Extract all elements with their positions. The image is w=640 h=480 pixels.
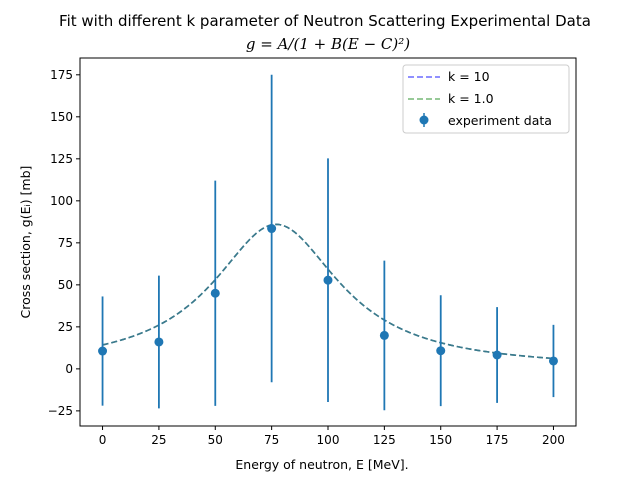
data-point <box>154 337 164 347</box>
legend-label-k1: k = 1.0 <box>448 91 494 106</box>
legend-label-k10: k = 10 <box>448 69 490 84</box>
x-tick-label: 100 <box>317 433 340 447</box>
data-point <box>210 288 220 298</box>
y-tick-label: 0 <box>65 362 73 376</box>
fit-curve-overlap <box>102 223 554 360</box>
legend-point-marker <box>419 115 429 125</box>
data-point <box>267 224 277 234</box>
data-point <box>436 346 446 356</box>
x-tick-label: 0 <box>99 433 107 447</box>
x-axis-ticks: 0 25 50 75 100 125 150 175 200 <box>99 426 565 447</box>
y-tick-label: −25 <box>48 404 73 418</box>
legend-box <box>402 64 570 134</box>
x-tick-label: 75 <box>264 433 279 447</box>
data-point <box>379 330 389 340</box>
chart-title: Fit with different k parameter of Neutro… <box>59 12 591 30</box>
y-axis-ticks: −25 0 25 50 75 100 125 150 175 <box>48 68 80 418</box>
x-tick-label: 200 <box>542 433 565 447</box>
data-point <box>98 346 108 356</box>
y-tick-label: 150 <box>50 110 73 124</box>
y-tick-label: 50 <box>58 278 73 292</box>
x-tick-label: 25 <box>151 433 166 447</box>
x-tick-label: 125 <box>373 433 396 447</box>
x-tick-label: 175 <box>486 433 509 447</box>
data-point <box>323 275 333 285</box>
experiment-data-points <box>98 74 558 411</box>
plot-area <box>79 57 577 427</box>
legend: k = 10 k = 1.0 experiment data <box>402 64 570 134</box>
y-tick-label: 75 <box>58 236 73 250</box>
y-tick-label: 100 <box>50 194 73 208</box>
x-tick-label: 50 <box>208 433 223 447</box>
data-point <box>492 350 502 360</box>
fit-curves <box>102 223 554 360</box>
x-axis-label: Energy of neutron, E [MeV]. <box>235 457 408 472</box>
chart-subtitle: g = A/(1 + B(E − C)²) <box>246 35 410 53</box>
legend-label-experiment-data: experiment data <box>448 113 552 128</box>
data-point <box>548 356 558 366</box>
y-tick-label: 125 <box>50 152 73 166</box>
y-axis-label: Cross section, g(Eᵢ) [mb] <box>18 166 33 319</box>
y-tick-label: 175 <box>50 68 73 82</box>
y-tick-label: 25 <box>58 320 73 334</box>
x-tick-label: 150 <box>429 433 452 447</box>
